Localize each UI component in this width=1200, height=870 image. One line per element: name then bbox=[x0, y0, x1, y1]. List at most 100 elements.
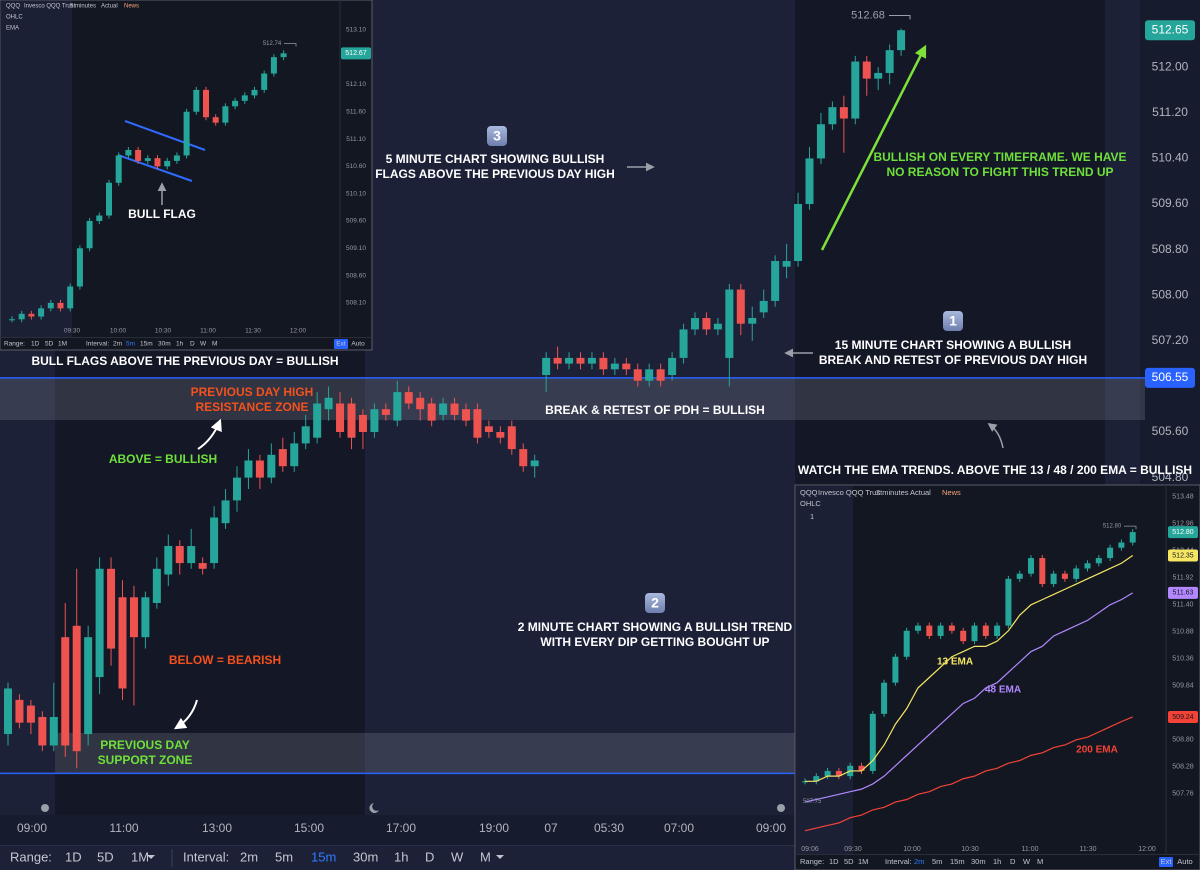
candle-body bbox=[1118, 542, 1125, 548]
candle-body bbox=[1050, 573, 1057, 585]
interval-button[interactable]: W bbox=[451, 849, 464, 864]
annotation: BULL FLAG bbox=[128, 207, 196, 221]
candle-body bbox=[26, 705, 35, 723]
range-button[interactable]: 1M bbox=[58, 341, 67, 348]
legend-item: OHLC bbox=[6, 15, 23, 21]
candle-body bbox=[668, 357, 677, 376]
annotation: RESISTANCE ZONE bbox=[195, 400, 308, 414]
candle-body bbox=[175, 545, 184, 564]
y-tick-label: 509.60 bbox=[346, 218, 366, 225]
range-button[interactable]: 1M bbox=[858, 857, 868, 866]
candle-body bbox=[1039, 558, 1046, 585]
toggle-button[interactable]: Auto bbox=[1177, 857, 1192, 866]
range-button[interactable]: 1D bbox=[829, 857, 839, 866]
candle-body bbox=[115, 155, 122, 183]
annotation: BULLISH ON EVERY TIMEFRAME. WE HAVE bbox=[873, 150, 1126, 164]
candle-body bbox=[713, 323, 722, 330]
price-tag bbox=[1145, 20, 1195, 41]
y-tick-label: 513.10 bbox=[346, 27, 366, 34]
x-tick-label: 12:00 bbox=[1138, 846, 1156, 853]
interval-button[interactable]: D bbox=[425, 849, 434, 864]
x-tick-label: 10:00 bbox=[903, 846, 921, 853]
interval-button[interactable]: D bbox=[190, 341, 195, 348]
candle-body bbox=[183, 111, 190, 156]
candle-body bbox=[118, 597, 127, 689]
candle-body bbox=[144, 158, 151, 161]
interval-button[interactable]: M bbox=[1037, 857, 1043, 866]
candle-body bbox=[203, 89, 209, 118]
x-tick-label: 07 bbox=[544, 821, 558, 835]
interval-button[interactable]: 1h bbox=[176, 341, 184, 348]
range-label: Range: bbox=[800, 857, 824, 866]
candle-body bbox=[61, 637, 70, 746]
header-item: QQQ bbox=[800, 488, 818, 497]
range-button[interactable]: 5D bbox=[45, 341, 54, 348]
candle-body bbox=[1095, 558, 1102, 564]
y-tick-label: 504.80 bbox=[1152, 470, 1189, 484]
candle-body bbox=[897, 30, 906, 51]
candle-body bbox=[1028, 558, 1034, 574]
interval-button[interactable]: 5m bbox=[275, 849, 293, 864]
range-button[interactable]: 1M bbox=[131, 849, 149, 864]
interval-button[interactable]: 2m bbox=[240, 849, 258, 864]
range-button[interactable]: 1D bbox=[65, 849, 82, 864]
y-tick-label: 510.10 bbox=[346, 190, 366, 197]
candle-body bbox=[47, 302, 54, 309]
header-item: QQQ bbox=[6, 4, 20, 10]
interval-button[interactable]: 30m bbox=[353, 849, 378, 864]
interval-button[interactable]: 30m bbox=[158, 341, 171, 348]
x-tick-label: 19:00 bbox=[479, 821, 509, 835]
candle-body bbox=[1107, 547, 1114, 559]
toggle-button[interactable]: Ext bbox=[1161, 857, 1173, 866]
interval-button[interactable]: 5m bbox=[126, 341, 135, 348]
interval-button[interactable]: 2m bbox=[914, 857, 924, 866]
interval-button[interactable]: 15m bbox=[140, 341, 153, 348]
range-button[interactable]: 5D bbox=[97, 849, 114, 864]
candle-body bbox=[824, 770, 831, 777]
interval-button[interactable]: M bbox=[480, 849, 491, 864]
interval-button[interactable]: 30m bbox=[971, 857, 986, 866]
main-chart: 512.00 511.20 510.40 509.60 508.80 508.00 507.… bbox=[0, 9, 1195, 864]
candle-body bbox=[1061, 573, 1068, 579]
annotation: SUPPORT ZONE bbox=[98, 753, 193, 767]
annotation: BELOW = BEARISH bbox=[169, 653, 281, 667]
candle-body bbox=[141, 597, 150, 638]
candle-body bbox=[152, 568, 161, 603]
interval-button[interactable]: 5m bbox=[932, 857, 942, 866]
annotation: BULL FLAGS ABOVE THE PREVIOUS DAY = BULL… bbox=[31, 354, 338, 368]
arrows bbox=[147, 44, 1004, 859]
interval-button[interactable]: W bbox=[1023, 857, 1031, 866]
price-tag-label: 506.55 bbox=[1152, 370, 1189, 384]
candle-body bbox=[324, 397, 333, 410]
candle-body bbox=[885, 50, 894, 73]
interval-button[interactable]: W bbox=[200, 341, 207, 348]
range-label: Range: bbox=[4, 341, 25, 348]
interval-button[interactable]: D bbox=[1010, 857, 1016, 866]
y-tick-label: 511.20 bbox=[1152, 105, 1188, 119]
trend-arrow bbox=[820, 44, 927, 251]
range-button[interactable]: 1D bbox=[31, 341, 40, 348]
interval-button[interactable]: 2m bbox=[113, 341, 122, 348]
interval-button[interactable]: 1h bbox=[993, 857, 1001, 866]
toggle-button[interactable]: Ext bbox=[336, 341, 346, 348]
interval-button[interactable]: 1h bbox=[394, 849, 408, 864]
header-item: News bbox=[124, 4, 139, 10]
interval-button[interactable]: M bbox=[212, 341, 217, 348]
range-button[interactable]: 5D bbox=[844, 857, 854, 866]
candle-body bbox=[725, 289, 734, 358]
candle-body bbox=[610, 363, 619, 370]
interval-button[interactable]: 15m bbox=[311, 849, 336, 864]
flag-line bbox=[117, 154, 193, 182]
candle-body bbox=[702, 318, 711, 330]
interval-button[interactable]: 15m bbox=[950, 857, 965, 866]
candle-body bbox=[439, 403, 448, 415]
x-tick-label: 09:30 bbox=[844, 846, 862, 853]
candle-body bbox=[251, 89, 258, 96]
candle-body bbox=[221, 500, 230, 524]
y-tick-label: 511.60 bbox=[346, 108, 366, 115]
badge bbox=[645, 593, 665, 613]
toggle-button[interactable]: Auto bbox=[351, 341, 365, 348]
price-tag bbox=[1145, 367, 1195, 388]
